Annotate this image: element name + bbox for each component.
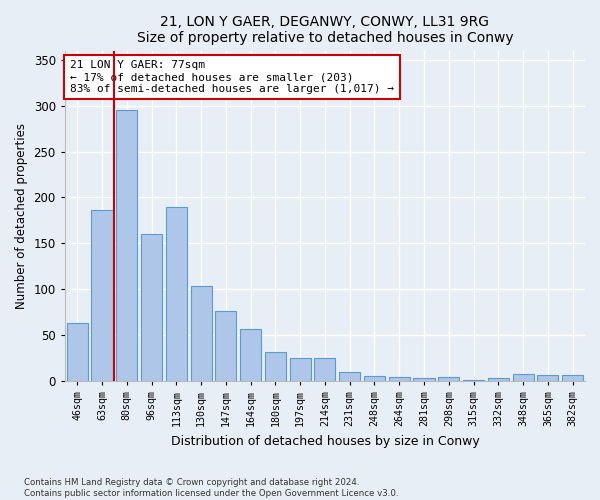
Bar <box>265 352 286 381</box>
Bar <box>438 378 459 381</box>
Bar <box>166 206 187 381</box>
Bar <box>339 372 360 381</box>
Bar <box>116 110 137 381</box>
Text: 21 LON Y GAER: 77sqm
← 17% of detached houses are smaller (203)
83% of semi-deta: 21 LON Y GAER: 77sqm ← 17% of detached h… <box>70 60 394 94</box>
Bar <box>215 312 236 381</box>
Bar <box>314 358 335 381</box>
Text: Contains HM Land Registry data © Crown copyright and database right 2024.
Contai: Contains HM Land Registry data © Crown c… <box>24 478 398 498</box>
Bar <box>463 380 484 381</box>
Bar <box>389 376 410 381</box>
Title: 21, LON Y GAER, DEGANWY, CONWY, LL31 9RG
Size of property relative to detached h: 21, LON Y GAER, DEGANWY, CONWY, LL31 9RG… <box>137 15 513 45</box>
Bar <box>191 286 212 381</box>
Bar <box>512 374 533 381</box>
Bar <box>141 234 162 381</box>
Bar <box>290 358 311 381</box>
Bar <box>413 378 434 381</box>
Bar <box>67 324 88 381</box>
Bar <box>364 376 385 381</box>
Bar <box>240 329 261 381</box>
X-axis label: Distribution of detached houses by size in Conwy: Distribution of detached houses by size … <box>170 434 479 448</box>
Bar <box>562 374 583 381</box>
Y-axis label: Number of detached properties: Number of detached properties <box>15 123 28 309</box>
Bar <box>488 378 509 381</box>
Bar <box>538 374 559 381</box>
Bar <box>91 210 113 381</box>
